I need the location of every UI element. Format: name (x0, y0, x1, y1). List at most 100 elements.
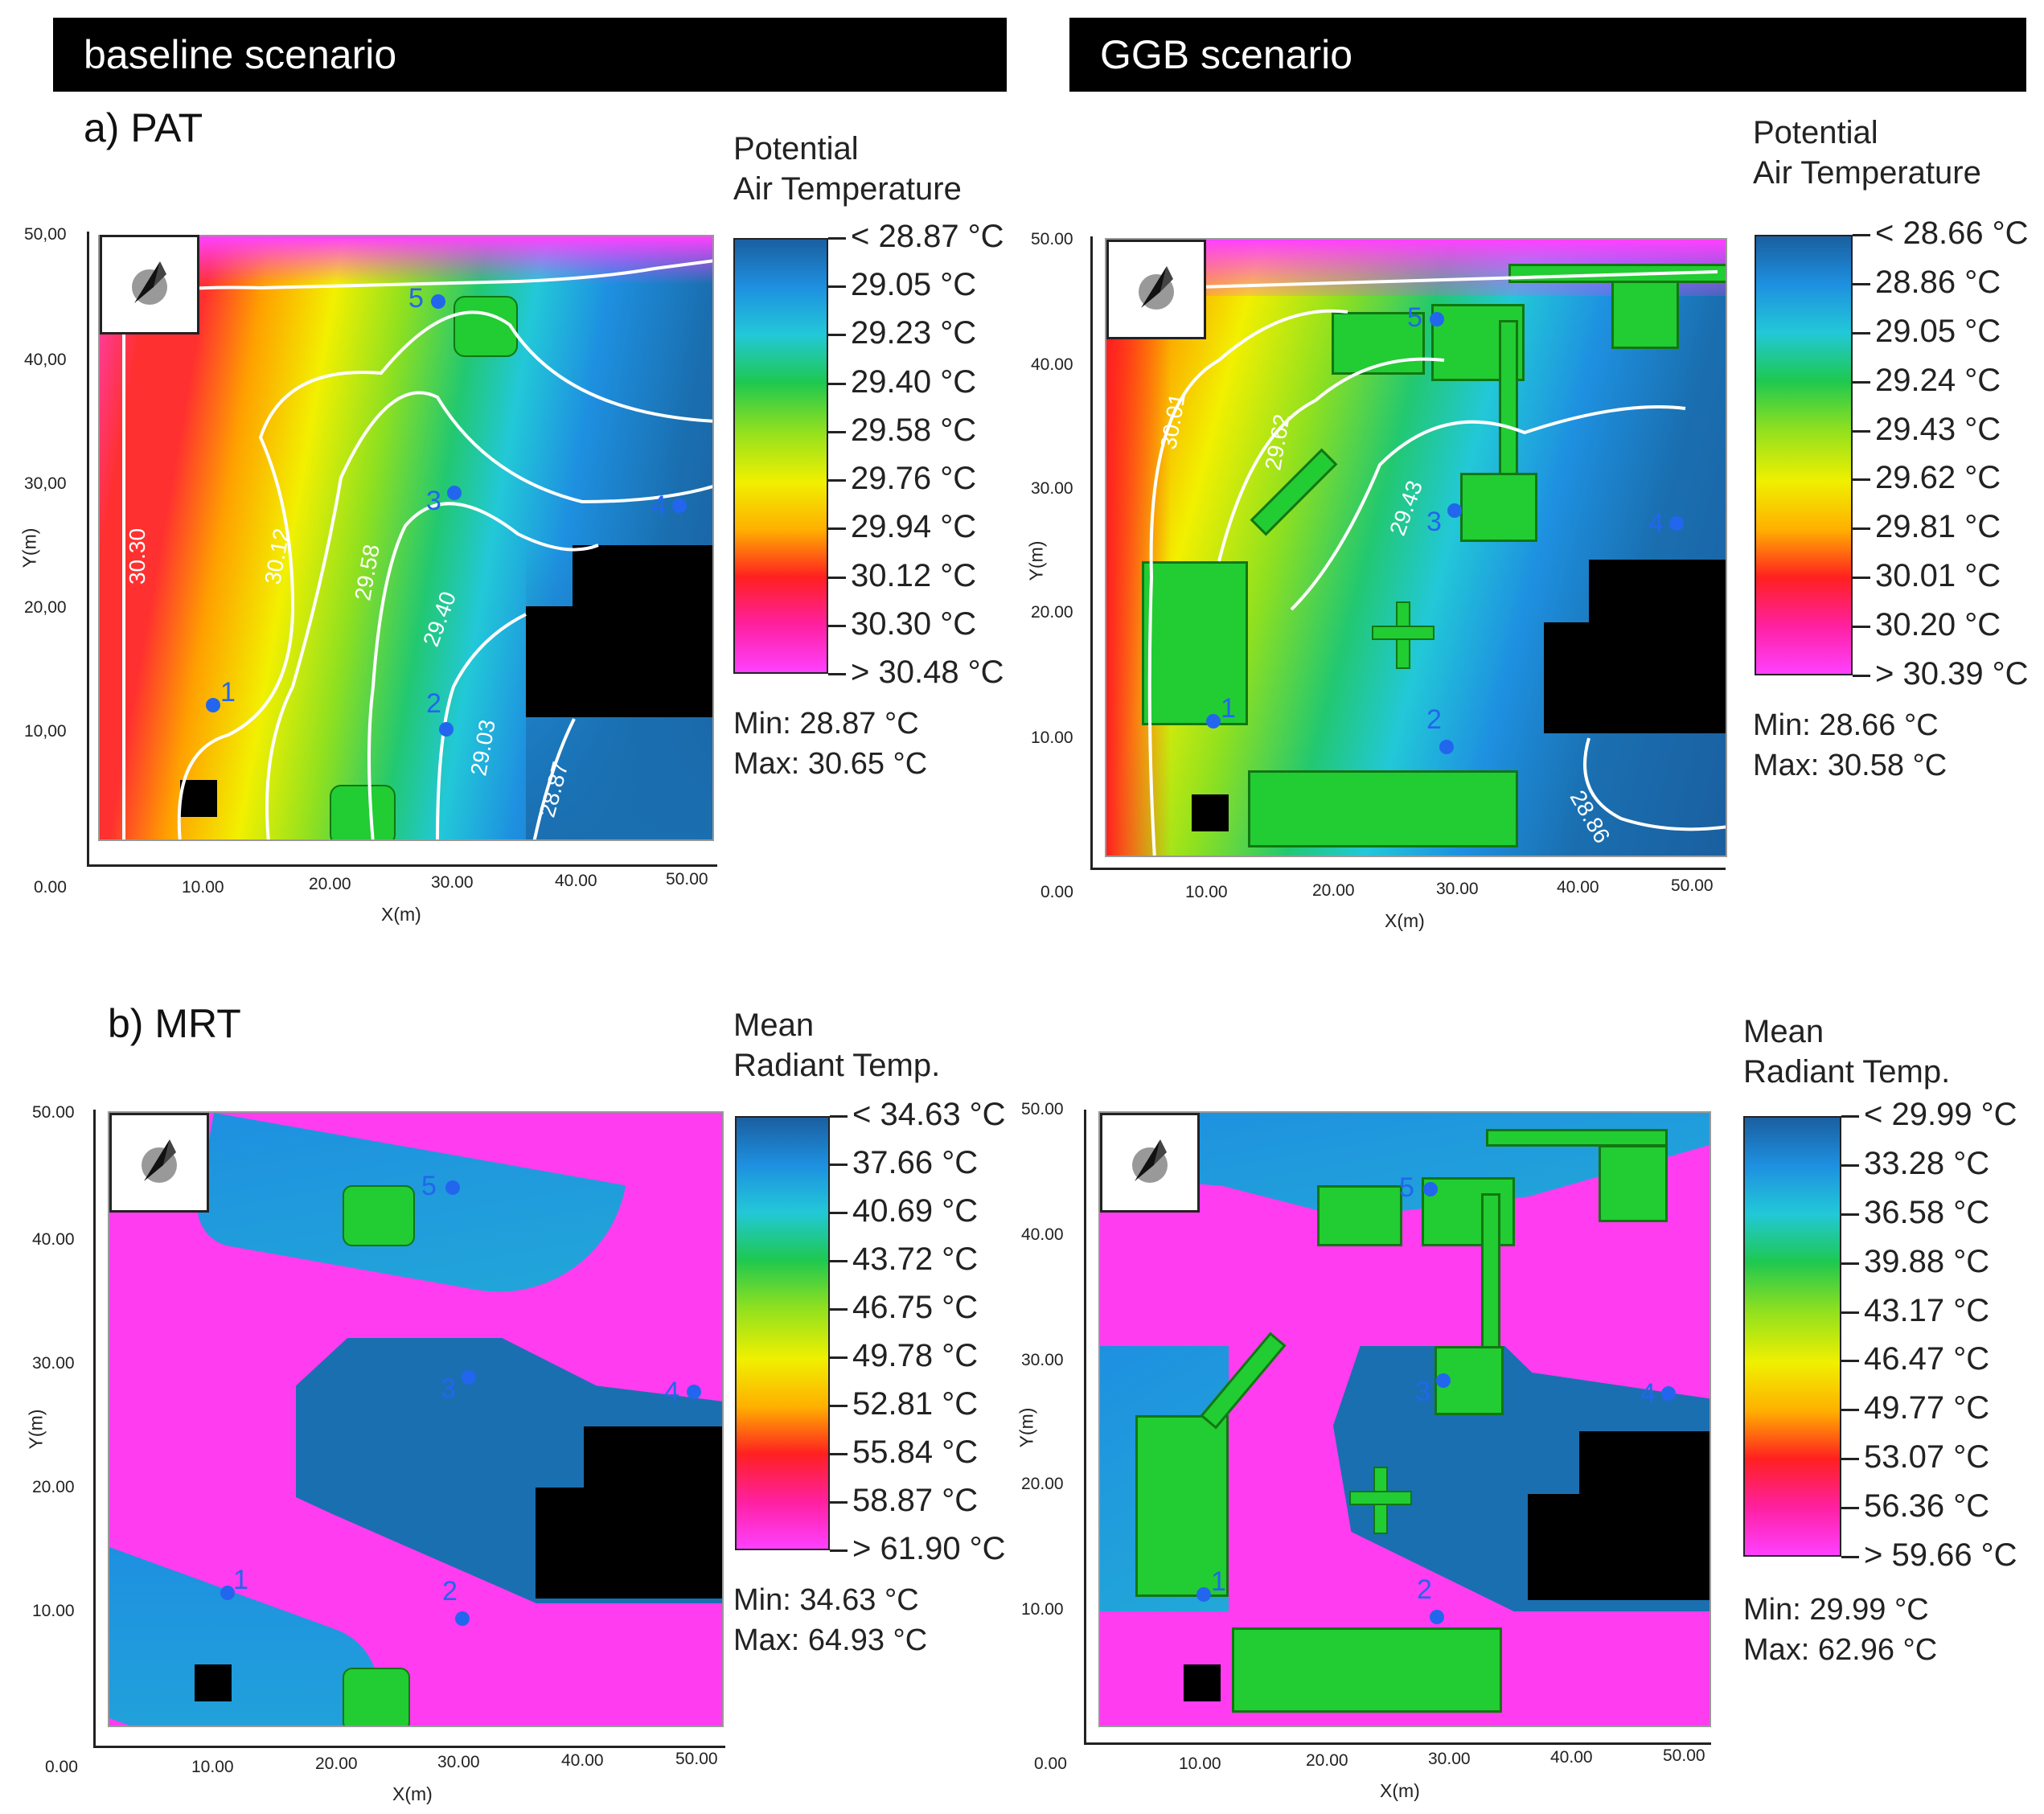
colorbar-tick-label: > 61.90 °C (852, 1531, 1006, 1566)
x-tick: 30.00 (1428, 1750, 1471, 1768)
y-axis-label: Y(m) (18, 527, 40, 568)
y-tick: 50,00 (24, 225, 67, 244)
y-axis-label: Y(m) (1025, 540, 1047, 581)
building-large-upper (1579, 1431, 1709, 1600)
colorbar-tick-mark (828, 430, 846, 433)
header-ggb: GGB scenario (1069, 18, 2026, 92)
building-large-lower (536, 1488, 585, 1599)
colorbar-tick-label: 29.23 °C (851, 315, 977, 351)
green-corridor-west (1142, 561, 1248, 725)
header-baseline: baseline scenario (53, 18, 1007, 92)
panel-title-mrt: b) MRT (108, 1001, 241, 1046)
green-cross-h (1349, 1491, 1412, 1505)
y-tick: 40,00 (24, 351, 67, 369)
legend-max: Max: 30.65 °C (733, 747, 928, 781)
receptor-point (1430, 1610, 1444, 1624)
colorbar-tick-label: < 28.87 °C (851, 219, 1004, 254)
north-arrow-icon (1106, 240, 1206, 339)
colorbar-tick-label: 37.66 °C (852, 1145, 979, 1180)
y-tick: 20.00 (32, 1478, 75, 1496)
receptor-label: 4 (651, 490, 667, 521)
green-strip-central (1481, 1193, 1500, 1375)
x-tick: 0.00 (1034, 1754, 1067, 1773)
receptor-point (1661, 1386, 1676, 1401)
colorbar-pat-baseline (733, 238, 828, 674)
axis-frame-pat-baseline (87, 232, 717, 867)
colorbar-tick-mark (828, 527, 846, 531)
colorbar-tick-mark (830, 1115, 848, 1118)
receptor-label: 1 (1211, 1566, 1226, 1597)
receptor-label: 2 (426, 688, 441, 719)
green-patch-north (1317, 1185, 1402, 1246)
x-tick: 20.00 (1306, 1751, 1348, 1770)
legend-min: Min: 28.66 °C (1753, 708, 1939, 742)
colorbar-tick-label: 55.84 °C (852, 1434, 979, 1470)
y-tick: 20,00 (24, 598, 67, 617)
x-tick: 10.00 (191, 1758, 234, 1776)
colorbar-tick-label: > 30.48 °C (851, 655, 1004, 690)
colorbar-tick-mark (830, 1405, 848, 1407)
green-strip-north (1486, 1129, 1668, 1147)
x-tick: 50.00 (1663, 1746, 1705, 1765)
building-small (1192, 794, 1229, 831)
colorbar-tick-label: 29.62 °C (1875, 460, 2001, 496)
colorbar-tick-mark (830, 1356, 848, 1359)
contour-label: 30.30 (125, 527, 150, 585)
building-small (1184, 1664, 1221, 1701)
colorbar-tick-mark (828, 334, 846, 337)
building-large-upper (584, 1426, 722, 1599)
y-tick: 10.00 (32, 1602, 75, 1620)
receptor-point (1439, 740, 1454, 754)
heatmap-mrt-baseline (108, 1111, 724, 1727)
legend-title-line1: Potential (1753, 115, 1878, 150)
colorbar-tick-label: 49.78 °C (852, 1338, 979, 1373)
colorbar-tick-mark (830, 1164, 848, 1166)
y-tick: 50.00 (1021, 1100, 1064, 1118)
colorbar-tick-mark (1841, 1458, 1859, 1461)
receptor-point (439, 722, 454, 737)
tree-south (343, 1668, 410, 1726)
colorbar-tick-label: 29.40 °C (851, 363, 977, 400)
legend-title-line2: Air Temperature (733, 171, 962, 207)
x-axis-label: X(m) (1380, 1780, 1420, 1801)
y-tick: 40.00 (1031, 355, 1073, 374)
y-tick: 10.00 (1031, 728, 1073, 747)
receptor-point (1447, 503, 1462, 518)
colorbar-tick-label: 28.86 °C (1875, 264, 2001, 300)
receptor-label: 3 (426, 486, 441, 516)
receptor-label: 1 (1221, 693, 1236, 724)
receptor-label: 3 (1415, 1377, 1430, 1407)
colorbar-tick-label: 46.75 °C (852, 1290, 979, 1325)
green-corridor-south (1232, 1627, 1502, 1713)
colorbar-tick-label: 40.69 °C (852, 1193, 979, 1229)
colorbar-tick-label: < 28.66 °C (1875, 215, 2029, 251)
colorbar-tick-mark (1841, 1507, 1859, 1510)
contour-lines-pat-ggb (1147, 270, 1726, 856)
receptor-point (447, 486, 462, 500)
receptor-point (1206, 714, 1221, 728)
y-tick: 20.00 (1031, 603, 1073, 622)
receptor-point (445, 1180, 460, 1195)
colorbar-tick-label: 58.87 °C (852, 1483, 979, 1518)
colorbar-tick-mark (1853, 527, 1870, 531)
panel-title-pat: a) PAT (84, 105, 203, 150)
colorbar-tick-mark (830, 1260, 848, 1262)
tree-north (343, 1185, 415, 1246)
colorbar-tick-mark (1841, 1213, 1859, 1216)
colorbar-tick-mark (1841, 1409, 1859, 1412)
colorbar-tick-mark (1841, 1115, 1859, 1118)
receptor-label: 4 (664, 1377, 679, 1407)
axis-frame-mrt-baseline (93, 1110, 725, 1748)
colorbar-tick-mark (1841, 1556, 1859, 1558)
colorbar-tick-mark (1841, 1360, 1859, 1363)
colorbar-tick-label: 29.76 °C (851, 461, 977, 497)
x-tick: 40.00 (561, 1751, 604, 1770)
receptor-point (206, 698, 220, 712)
colorbar-tick-mark (830, 1549, 848, 1552)
colorbar-tick-label: 30.20 °C (1875, 607, 2001, 643)
colorbar-tick-label: 43.17 °C (1864, 1292, 1990, 1328)
receptor-point (455, 1611, 470, 1626)
tree-south (330, 785, 396, 839)
colorbar-tick-label: 29.43 °C (1875, 411, 2001, 447)
colorbar-tick-mark (828, 382, 846, 385)
